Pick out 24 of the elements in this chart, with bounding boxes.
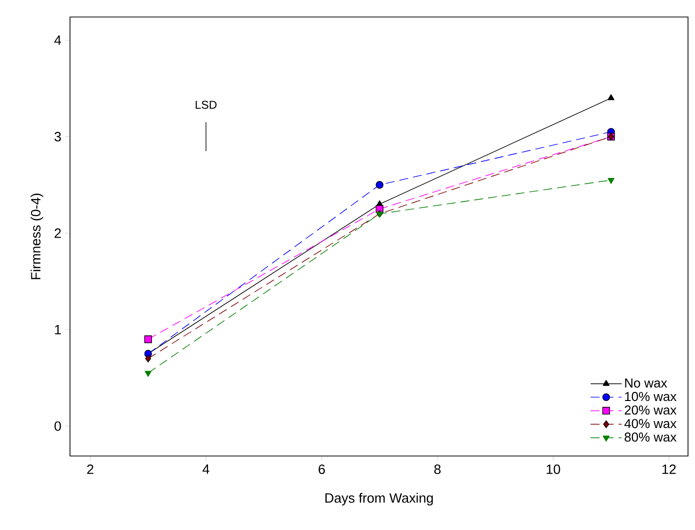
point (376, 181, 384, 189)
y-tick-label: 3 (54, 132, 61, 142)
legend-label: 10% wax (625, 392, 676, 402)
x-axis-title: Days from Waxing (325, 492, 433, 506)
y-tick-label: 2 (54, 228, 61, 238)
point (608, 178, 614, 184)
x-tick-label: 6 (318, 464, 325, 474)
point (144, 370, 152, 377)
x-tick-label: 4 (202, 464, 210, 474)
annotation: LSD (196, 100, 217, 109)
x-tick-label: 10 (546, 464, 560, 474)
y-tick-label: 4 (54, 36, 62, 45)
y-tick-label: 0 (54, 421, 61, 431)
point (145, 354, 152, 362)
legend-label: 40% wax (624, 418, 676, 428)
legend-label: 20% wax (624, 405, 676, 415)
legend-label: No wax (625, 378, 668, 388)
y-tick-label: 1 (55, 324, 61, 334)
point (144, 335, 152, 344)
x-tick-label: 8 (434, 464, 441, 474)
y-axis-title: Firmness (0-4) (30, 194, 44, 280)
legend-label: 80% wax (624, 432, 676, 442)
x-tick-label: 2 (87, 464, 94, 474)
x-tick-label: 12 (662, 464, 676, 474)
